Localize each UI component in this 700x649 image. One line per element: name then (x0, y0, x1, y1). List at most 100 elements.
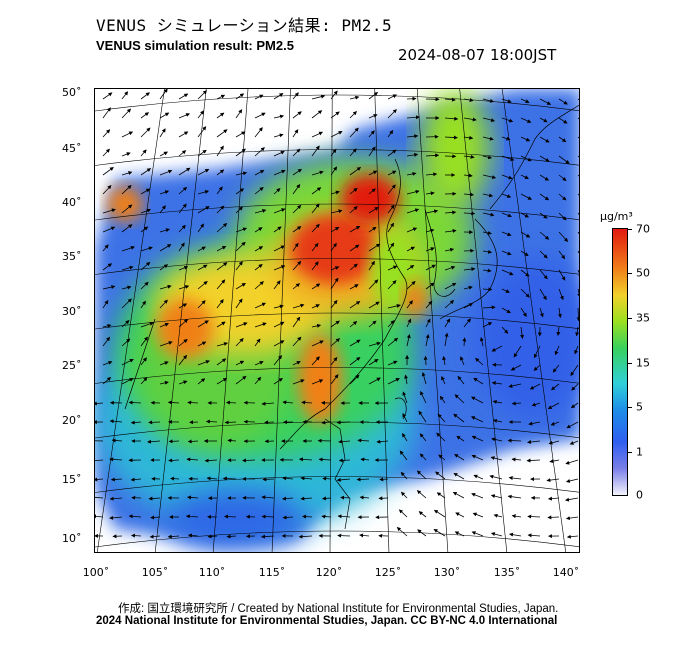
wind-arrow (490, 456, 503, 461)
wind-arrow (565, 478, 579, 483)
wind-arrow (273, 93, 284, 100)
wind-arrow (292, 242, 299, 252)
wind-arrow (490, 532, 503, 537)
wind-arrow (520, 174, 529, 179)
wind-arrow (527, 440, 541, 445)
wind-arrow (482, 268, 492, 273)
wind-arrow (197, 320, 209, 328)
wind-arrow (338, 439, 351, 444)
wind-arrow (491, 381, 503, 386)
wind-arrow (282, 476, 294, 481)
wind-arrow (520, 117, 532, 123)
wind-arrow (463, 211, 476, 216)
wind-arrow (473, 377, 484, 385)
wind-arrow (453, 413, 465, 423)
colorbar-tickmark (628, 273, 632, 274)
wind-arrow (558, 212, 567, 221)
copyright-text: 2024 National Institute for Environmenta… (96, 615, 558, 627)
wind-arrow (406, 208, 420, 214)
wind-arrow (300, 496, 313, 501)
wind-arrow (121, 108, 132, 119)
wind-arrow (574, 345, 579, 355)
wind-arrow (242, 458, 256, 463)
wind-arrow (501, 307, 511, 314)
wind-arrow (454, 394, 465, 404)
wind-arrow (282, 515, 294, 520)
wind-arrow (102, 167, 114, 176)
wind-arrow (539, 193, 550, 201)
wind-arrow (254, 338, 261, 347)
wind-arrow (311, 203, 320, 214)
wind-arrow (168, 439, 180, 444)
wind-arrow (570, 402, 579, 409)
wind-arrow (463, 192, 475, 197)
wind-arrow (513, 345, 522, 358)
wind-arrow (197, 206, 210, 214)
wind-arrow (501, 269, 514, 276)
wind-arrow (149, 534, 161, 539)
wind-arrow (322, 496, 332, 501)
wind-arrow (482, 136, 494, 141)
longitude-line (154, 89, 207, 552)
wind-arrow (197, 90, 207, 100)
wind-arrow (226, 534, 237, 539)
wind-arrow (493, 513, 503, 518)
wind-arrow (349, 320, 358, 328)
wind-arrow (406, 152, 419, 157)
wind-arrow (508, 476, 522, 480)
wind-arrow (418, 511, 427, 518)
wind-arrow (102, 263, 113, 271)
wind-arrow (336, 420, 351, 425)
wind-arrow (178, 303, 188, 309)
wind-arrow (311, 379, 324, 385)
wind-arrow (531, 402, 541, 407)
wind-arrow (159, 322, 170, 328)
wind-arrow (261, 534, 275, 539)
wind-arrow (482, 155, 493, 160)
wind-arrow (558, 193, 567, 201)
wind-arrow (444, 97, 456, 102)
wind-arrow (558, 269, 566, 281)
wind-arrow (102, 336, 111, 347)
wind-arrow (311, 223, 320, 233)
wind-arrow (482, 287, 493, 292)
wind-arrow (482, 322, 493, 328)
wind-arrow (368, 130, 375, 138)
wind-arrow (292, 92, 299, 100)
timestamp: 2024-08-07 18:00JST (398, 46, 557, 64)
wind-arrow (102, 107, 111, 119)
wind-arrow (292, 379, 305, 385)
wind-arrow (187, 400, 199, 405)
wind-arrow (235, 93, 245, 100)
wind-arrow (423, 355, 428, 366)
wind-arrow (425, 264, 436, 271)
wind-arrow (575, 326, 579, 337)
wind-arrow (148, 496, 161, 501)
credit-text: 作成: 国立環境研究所 / Created by National Instit… (118, 603, 559, 615)
wind-arrow (463, 117, 477, 122)
lat-label-45: 45˚ (62, 142, 82, 155)
wind-arrow (235, 375, 247, 385)
lat-label-35: 35˚ (62, 250, 82, 263)
wind-arrow (216, 205, 225, 214)
wind-arrow (402, 391, 408, 404)
wind-arrow (508, 383, 522, 388)
wind-arrow (311, 145, 320, 157)
wind-arrow (235, 171, 248, 176)
wind-arrow (330, 338, 341, 347)
colorbar (612, 228, 628, 496)
wind-arrow (454, 453, 465, 461)
wind-arrow (490, 494, 503, 499)
wind-arrow (159, 169, 173, 176)
wind-arrow (121, 171, 133, 176)
colorbar-tickmark (628, 363, 632, 364)
wind-arrow (368, 320, 377, 328)
wind-arrow (387, 149, 397, 157)
wind-arrow (292, 148, 301, 157)
wind-arrow (520, 250, 529, 257)
wind-arrow (402, 413, 408, 423)
wind-arrow (501, 155, 515, 161)
wind-arrow (102, 129, 111, 138)
wind-arrow (507, 438, 522, 443)
wind-arrow (178, 224, 186, 233)
